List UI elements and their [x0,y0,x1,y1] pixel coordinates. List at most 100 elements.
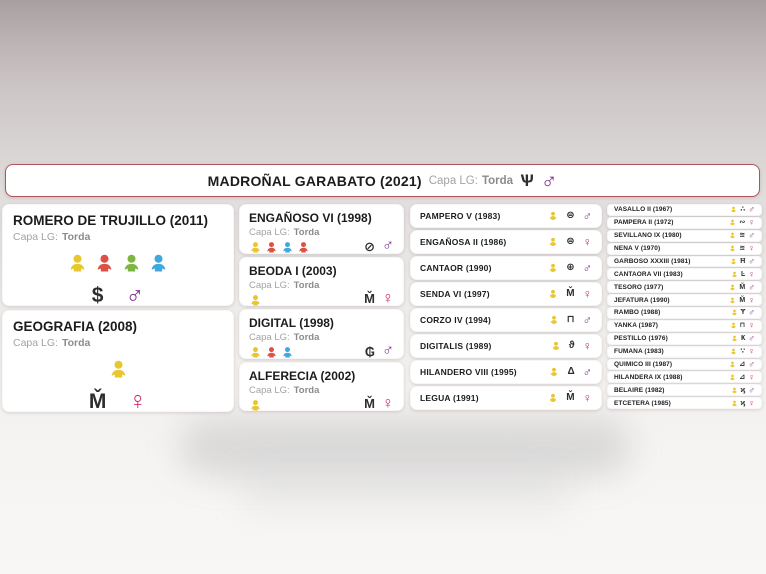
person-award-icon [121,253,142,274]
horse-name: ENGAÑOSO VI (1998) [249,211,372,225]
person-award-icon [548,263,558,273]
award-icons-row [249,294,262,307]
gender-icon: ♀ [748,268,755,279]
brand-mark-icon: $ [91,284,104,307]
person-award-icon [548,393,558,403]
award-icons-row [249,399,262,412]
generation-4-column: VASALLO II (1967) ∴ ♂ PAMPERA II (1972) … [607,204,762,409]
brand-mark-icon: ⊜ [566,236,575,247]
person-award-icon [731,335,738,342]
person-award-icon [265,346,278,359]
capa-value: Torda [293,279,320,291]
pedigree-card[interactable]: ENGAÑOSO VI (1998) Capa LG: Torda ⊘ ♂ [239,204,404,254]
pedigree-card[interactable]: CANTAOR (1990) ⊕ ♂ [410,256,602,280]
pedigree-card[interactable]: GARBOSO XXXIII (1981) Ħ ♂ [607,255,762,268]
pedigree-card[interactable]: CORZO IV (1994) ⊓ ♂ [410,308,602,332]
icons-row: ≊ ♀ [729,244,755,253]
person-award-icon [729,374,736,381]
pedigree-card[interactable]: JEFATURA (1990) M̆ ♀ [607,294,762,306]
pedigree-root-card[interactable]: MADROÑAL GARABATO (2021) Capa LG: Torda … [5,164,760,197]
gender-icon: ♂ [748,204,755,215]
person-award-icon [730,348,737,355]
pedigree-card[interactable]: DIGITALIS (1989) ϑ ♀ [410,334,602,358]
pedigree-card[interactable]: ALFERECIA (2002) Capa LG: Torda M̌ ♀ [239,361,404,412]
pedigree-card[interactable]: PAMPERO V (1983) ⊜ ♂ [410,204,602,228]
gender-icon: ♀ [748,217,755,228]
pedigree-card[interactable]: BELAIRE (1982) ϗ ♂ [607,384,762,397]
pedigree-card[interactable]: NENA V (1970) ≊ ♀ [607,242,762,255]
pedigree-card[interactable]: FUMANA (1983) ∵ ♀ [607,345,762,358]
icons-row: ∾ ♀ [729,218,755,227]
gender-icon: ♀ [582,338,592,353]
pedigree-card[interactable]: TESORO (1977) M̆ ♂ [607,281,762,294]
gender-icon: ♂ [748,384,755,395]
icons-row: Ŀ ♀ [731,268,755,279]
pedigree-card[interactable]: YANKA (1987) ⊓ ♀ [607,319,762,332]
brand-mark-icon: M̌ [364,396,375,411]
icons-row: ϗ ♂ [731,384,755,395]
pedigree-card-dam[interactable]: GEOGRAFIA (2008) Capa LG: Torda M̌ ♀ [2,310,234,414]
capa-label: Capa LG: [249,227,290,238]
gender-icon: ♂ [748,281,755,292]
person-award-icon [729,284,736,291]
gender-icon: ♂ [125,281,145,309]
person-award-icon [265,241,278,254]
capa-label: Capa LG: [249,384,290,396]
pedigree-card[interactable]: CANTAORA VII (1983) Ŀ ♀ [607,268,762,281]
horse-name: DIGITAL (1998) [249,316,334,330]
pedigree-card[interactable]: PAMPERA II (1972) ∾ ♀ [607,216,762,229]
capa-label: Capa LG: [249,279,290,291]
icons-row: Ɏ ♂ [731,308,755,317]
gender-icon: ♀ [748,243,755,254]
pedigree-card[interactable]: ENGAÑOSA II (1986) ⊜ ♀ [410,230,602,254]
brand-gender-row: $ ♂ [13,283,223,308]
pedigree-card[interactable]: SEVILLANO IX (1980) ≊ ♂ [607,229,762,242]
pedigree-card[interactable]: SENDA VI (1997) M̌ ♀ [410,282,602,306]
coat-color-line: Capa LG: Torda [13,337,223,349]
background-blur [240,470,570,510]
brand-mark-icon: Ħ [740,257,746,265]
pedigree-card[interactable]: VASALLO II (1967) ∴ ♂ [607,204,762,216]
pedigree-card[interactable]: HILANDERO VIII (1995) Δ ♂ [410,360,602,384]
brand-gender-row: M̌ ♀ [13,389,223,414]
person-award-icon [297,241,310,254]
brand-mark-icon: Ŀ [740,270,746,278]
brand-mark-icon: ⊿ [739,360,746,368]
gender-icon: ♂ [382,237,394,254]
icons-row: M̆ ♂ [729,281,755,292]
gender-icon: ♀ [382,394,394,412]
pedigree-card[interactable]: BEODA I (2003) Capa LG: Torda M̌ ♀ [239,256,404,307]
icons-row: Ҝ ♂ [731,334,755,343]
gender-icon: ♀ [582,390,592,405]
icons-row: M̆ ♀ [729,295,755,305]
horse-name: HILANDERA IX (1988) [614,373,683,381]
gender-icon: ♂ [748,358,755,369]
horse-name: ETCETERA (1985) [614,399,671,407]
pedigree-card-sire[interactable]: ROMERO DE TRUJILLO (2011) Capa LG: Torda… [2,204,234,308]
pedigree-card[interactable]: LEGUA (1991) M̌ ♀ [410,386,602,410]
pedigree-card[interactable]: HILANDERA IX (1988) ⊿ ♀ [607,371,762,384]
gender-icon: ♀ [582,234,592,249]
icons-row: ⊜ ♀ [548,236,592,249]
horse-name: HILANDERO VIII (1995) [420,367,517,377]
horse-name: SEVILLANO IX (1980) [614,232,682,240]
capa-value: Torda [293,384,320,396]
pedigree-card[interactable]: DIGITAL (1998) Capa LG: Torda ₲ ♂ [239,309,404,359]
pedigree-card[interactable]: QUIMICO III (1987) ⊿ ♂ [607,358,762,371]
person-award-icon [249,294,262,307]
pedigree-card[interactable]: ETCETERA (1985) ϗ ♀ [607,397,762,409]
icons-row: ⊓ ♀ [730,321,755,330]
icons-row: ⊿ ♀ [729,372,755,382]
horse-name: QUIMICO III (1987) [614,360,673,368]
icons-row: ϗ ♀ [731,398,755,408]
coat-color-line: Capa LG: Torda [249,385,394,396]
brand-mark-icon: ∵ [740,348,746,356]
brand-mark-icon: M̌ [88,390,107,413]
horse-name: FUMANA (1983) [614,348,664,356]
brand-mark-icon: ϗ [740,399,746,407]
icons-row: ⊿ ♂ [729,358,755,369]
pedigree-card[interactable]: PESTILLO (1976) Ҝ ♂ [607,332,762,345]
person-award-icon [548,211,558,221]
pedigree-card[interactable]: RAMBO (1988) Ɏ ♂ [607,307,762,319]
icons-row: ⊓ ♂ [549,314,592,327]
